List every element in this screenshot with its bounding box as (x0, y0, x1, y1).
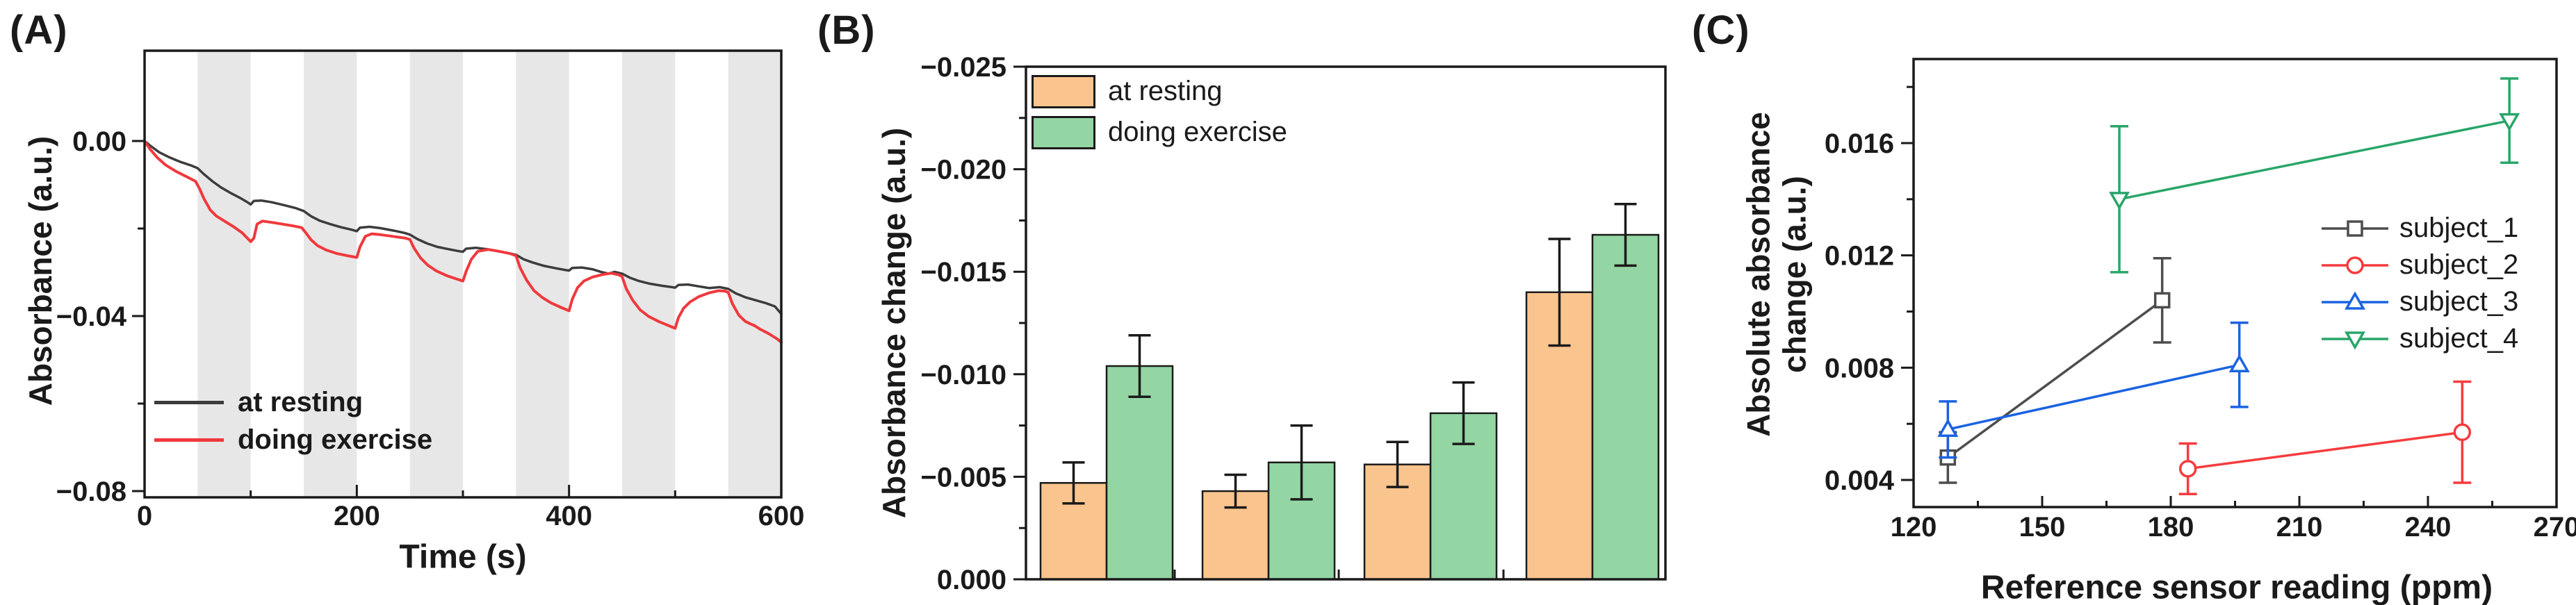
line-subject_1 (1947, 299, 2163, 459)
x-tick-label: 210 (2276, 512, 2323, 542)
x-tick-label: 270 (2534, 512, 2576, 542)
x-tick-label: 200 (334, 501, 380, 531)
subject_2-marker (2178, 460, 2197, 478)
curve-at-resting (143, 140, 783, 315)
panel-c-x-axis-title: Reference sensor reading (ppm) (1980, 569, 2493, 605)
panel-c-legend: subject_1 subject_2 subject_3 subject_4 (2320, 210, 2518, 357)
legend-marker-circle-icon (2322, 256, 2388, 274)
legend-marker (2344, 331, 2366, 350)
panel-label-a: (A) (10, 8, 68, 53)
legend-line-swatch (154, 400, 224, 404)
legend-item-at-resting: at resting (1032, 71, 1287, 112)
legend-label: subject_2 (2399, 249, 2519, 280)
legend-item-subject_3: subject_3 (2320, 283, 2518, 320)
y-tick-label: −0.020 (921, 155, 1006, 185)
legend-marker-triangle-up-icon (2322, 290, 2388, 310)
y-tick-label: 0.008 (1825, 353, 1894, 383)
legend-color-swatch (1032, 74, 1095, 108)
y-tick-label: −0.015 (921, 257, 1006, 288)
panel-a-y-axis-title: Absorbance (a.u.) (22, 135, 58, 406)
x-tick-label: 150 (2019, 512, 2066, 542)
y-tick-label: −0.08 (56, 476, 127, 507)
y-tick-label: 0.012 (1825, 241, 1894, 272)
plot-border (143, 49, 783, 499)
panel-c-y-axis-title-line1: Absolute absorbance (1740, 112, 1777, 437)
plot-border (1025, 65, 1667, 581)
legend-line-swatch (154, 438, 224, 442)
legend-label: subject_4 (2399, 323, 2519, 354)
panel-b-y-axis-title: Absorbance change (a.u.) (876, 127, 912, 519)
panel-b-legend: at resting doing exercise (1032, 71, 1287, 153)
panel-c-y-axis-title: Absolute absorbance change (a.u.) (1740, 112, 1812, 437)
x-tick-label: 180 (2148, 512, 2194, 542)
line-subject_2 (2187, 431, 2463, 470)
y-tick-label: 0.000 (937, 565, 1006, 595)
x-tick-label: 120 (1891, 512, 1937, 542)
subject_4-marker (2499, 113, 2520, 132)
y-tick-label: 0.00 (72, 126, 127, 157)
panel-a-legend: at resting doing exercise (154, 383, 432, 458)
legend-label: at resting (1108, 76, 1223, 106)
legend-item-subject_2: subject_2 (2320, 247, 2518, 283)
y-tick-label: −0.04 (56, 301, 127, 332)
y-tick-label: −0.010 (921, 360, 1006, 390)
x-tick-label: 240 (2405, 512, 2452, 542)
x-tick-label: 400 (546, 501, 592, 531)
legend-item-at-resting: at resting (154, 383, 432, 421)
subject_4-marker (2108, 192, 2130, 210)
y-tick-label: 0.004 (1825, 465, 1895, 496)
subject_1-marker (2153, 292, 2171, 309)
x-tick-label: 600 (758, 501, 805, 531)
panel-a-x-axis-title: Time (s) (399, 538, 527, 576)
x-tick-label: 0 (137, 501, 152, 531)
subject_2-marker (2453, 423, 2472, 442)
legend-label: at resting (238, 386, 364, 417)
subject_3-marker (2228, 354, 2250, 373)
legend-label: subject_1 (2399, 213, 2519, 243)
legend-label: subject_3 (2399, 286, 2519, 317)
legend-item-subject_1: subject_1 (2320, 210, 2518, 247)
panel-c-y-axis-title-line2: change (a.u.) (1776, 176, 1812, 373)
legend-marker (2346, 256, 2364, 274)
exercise-interval-band (622, 51, 676, 497)
legend-marker-square-icon (2322, 219, 2388, 237)
legend-color-swatch (1032, 115, 1095, 149)
y-tick-label: 0.016 (1825, 129, 1894, 159)
plot-border (1912, 58, 2558, 508)
legend-marker-triangle-down-icon (2322, 331, 2388, 350)
y-tick-label: −0.005 (921, 462, 1006, 492)
legend-item-doing-exercise: doing exercise (154, 421, 432, 458)
legend-item-subject_4: subject_4 (2320, 320, 2518, 357)
subject_3-marker (1937, 418, 1959, 437)
panel-label-c: (C) (1692, 8, 1750, 53)
panel-label-b: (B) (817, 8, 876, 53)
legend-label: doing exercise (238, 424, 433, 455)
exercise-interval-band (197, 51, 251, 497)
curve-doing-exercise (143, 140, 783, 344)
exercise-interval-band (409, 51, 463, 497)
line-subject_3 (1947, 363, 2240, 431)
y-tick-label: −0.025 (921, 52, 1006, 83)
legend-marker (2347, 219, 2363, 237)
exercise-interval-band (728, 51, 781, 497)
exercise-interval-band (304, 51, 357, 497)
legend-item-doing-exercise: doing exercise (1032, 112, 1287, 153)
legend-label: doing exercise (1108, 117, 1287, 147)
line-subject_4 (2119, 119, 2510, 201)
bar-group1-doing-exercise (1105, 365, 1174, 581)
legend-marker (2344, 290, 2366, 310)
